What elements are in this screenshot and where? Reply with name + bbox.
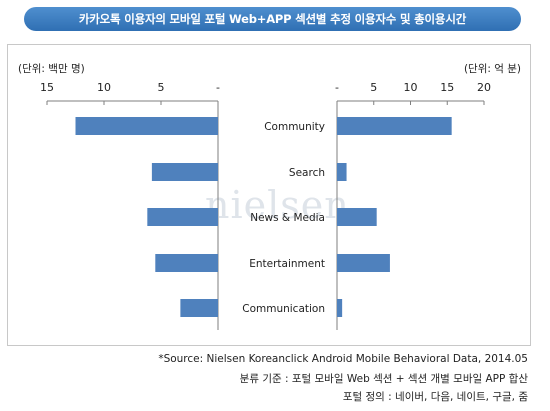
left-bar bbox=[180, 299, 218, 317]
source-note: *Source: Nielsen Koreanclick Android Mob… bbox=[158, 353, 528, 365]
classification-note: 분류 기준 : 포털 모바일 Web 섹션 + 섹션 개별 모바일 APP 합산 bbox=[239, 373, 528, 385]
left-unit-label: (단위: 백만 명) bbox=[18, 63, 85, 75]
right-tick-label: - bbox=[335, 81, 339, 94]
right-tick-label: 15 bbox=[440, 81, 454, 94]
left-tick-label: 15 bbox=[40, 81, 54, 94]
category-label: Entertainment bbox=[249, 258, 325, 270]
right-bar bbox=[337, 208, 377, 226]
left-bar bbox=[75, 117, 218, 135]
left-tick-label: 10 bbox=[97, 81, 111, 94]
nielsen-watermark: nielsen bbox=[205, 183, 350, 227]
chart-title: 카카오톡 이용자의 모바일 포털 Web+APP 섹션별 추정 이용자수 및 총… bbox=[24, 7, 521, 31]
portal-definition-note: 포털 정의 : 네이버, 다음, 네이트, 구글, 줌 bbox=[342, 391, 528, 403]
right-bar bbox=[337, 254, 390, 272]
category-label: News & Media bbox=[250, 212, 325, 224]
category-label: Communication bbox=[242, 303, 325, 315]
right-tick-label: 5 bbox=[370, 81, 377, 94]
left-bar bbox=[147, 208, 218, 226]
right-bar bbox=[337, 299, 343, 317]
right-bar bbox=[337, 163, 347, 181]
chart-panel bbox=[7, 44, 531, 346]
category-label: Search bbox=[289, 167, 325, 179]
right-tick-label: 10 bbox=[404, 81, 418, 94]
left-bar bbox=[155, 254, 218, 272]
right-bar bbox=[337, 117, 452, 135]
right-tick-label: 20 bbox=[477, 81, 491, 94]
right-unit-label: (단위: 억 분) bbox=[463, 63, 521, 75]
category-label: Community bbox=[264, 121, 325, 133]
left-tick-label: - bbox=[216, 81, 220, 94]
left-tick-label: 5 bbox=[158, 81, 165, 94]
left-bar bbox=[151, 163, 218, 181]
